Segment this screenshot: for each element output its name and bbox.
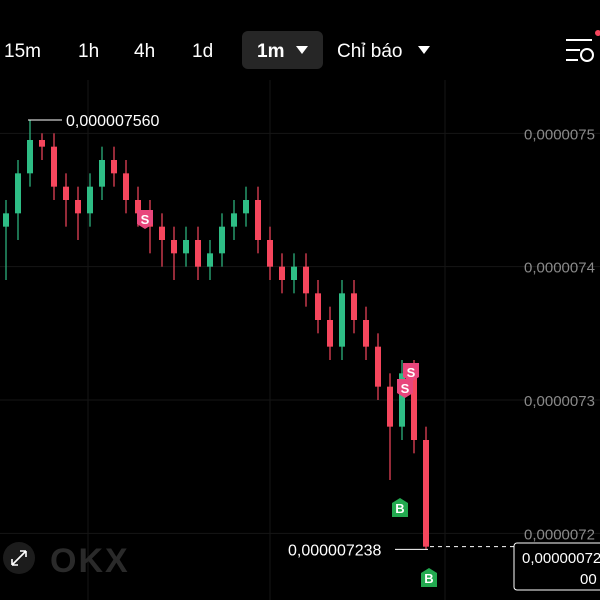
signal-marker [421,568,437,587]
okx-logo: OKX [50,542,130,580]
candle-body [51,146,57,187]
signal-label: B [424,571,433,586]
dropdown-arrow [296,46,308,54]
candle-body [207,253,213,267]
interval[interactable]: 1h [78,41,99,62]
candle-body [243,200,249,214]
candle-body [279,266,285,280]
watermark: OKX [3,542,130,580]
candle-body [255,200,261,240]
signal-label: S [401,381,410,396]
candle-body [399,373,405,427]
signal-marker [392,498,408,517]
candle-body [327,320,333,347]
toolbar: 15m 1h 4h 1d 1m Chỉ báo [4,30,600,69]
selected-interval-bg [242,31,323,69]
candle-body [27,140,33,174]
notification-dot [595,30,600,36]
candle-body [15,173,21,214]
candle-body [3,213,9,227]
selected-interval[interactable]: 1m [257,41,284,62]
candle-body [303,266,309,294]
annotation-label: 0,000007238 [288,542,382,559]
interval[interactable]: 15m [4,41,41,62]
y-tick-label: 0,0000072 [524,526,595,543]
interval[interactable]: 1d [192,41,213,62]
signal-label: S [407,365,416,380]
candle-body [219,226,225,254]
candle-body [375,346,381,387]
candle-body [87,186,93,214]
signal-marker [137,210,153,229]
expand-icon [11,550,27,566]
candle-body [99,160,105,187]
candle-body [63,186,69,200]
vertical-grid [87,80,446,600]
plot: 0,0000075 0,0000074 0,0000073 0,0000072 0,00… [0,113,600,591]
signal-marker [397,379,413,398]
candle-body [411,373,417,440]
candle-body [387,386,393,427]
signal-label: S [141,212,150,227]
candle-body [123,173,129,200]
annotation-label: 0,000007560 [66,113,160,130]
candle-body [135,200,141,214]
candle-body [291,266,297,280]
candle-body [315,293,321,320]
candle-body [183,240,189,254]
signal-marker [403,363,419,382]
indicators[interactable]: Chỉ báo [337,41,403,62]
candle-body [171,240,177,254]
y-tick-label: 0,0000074 [524,260,595,277]
candle-body [195,240,201,267]
candle-body [363,320,369,347]
dropdown-arrow [418,46,430,54]
candle-body [231,213,237,227]
current-price-box [513,542,600,591]
candle-body [351,293,357,320]
current-price: 0,00000072 [522,550,600,567]
settings-icon[interactable] [566,39,594,62]
candle-body [423,440,429,547]
y-tick-label: 0,0000075 [524,126,595,143]
y-tick-label: 0,0000073 [524,393,595,410]
current-price-countdown: 00 [580,571,597,588]
candle-body [39,140,45,147]
candle-body [159,226,165,240]
candle-body [267,240,273,267]
interval[interactable]: 4h [134,41,155,62]
candle-body [75,200,81,214]
candle-body [111,160,117,174]
candle-body [339,293,345,347]
signal-label: B [395,501,404,516]
